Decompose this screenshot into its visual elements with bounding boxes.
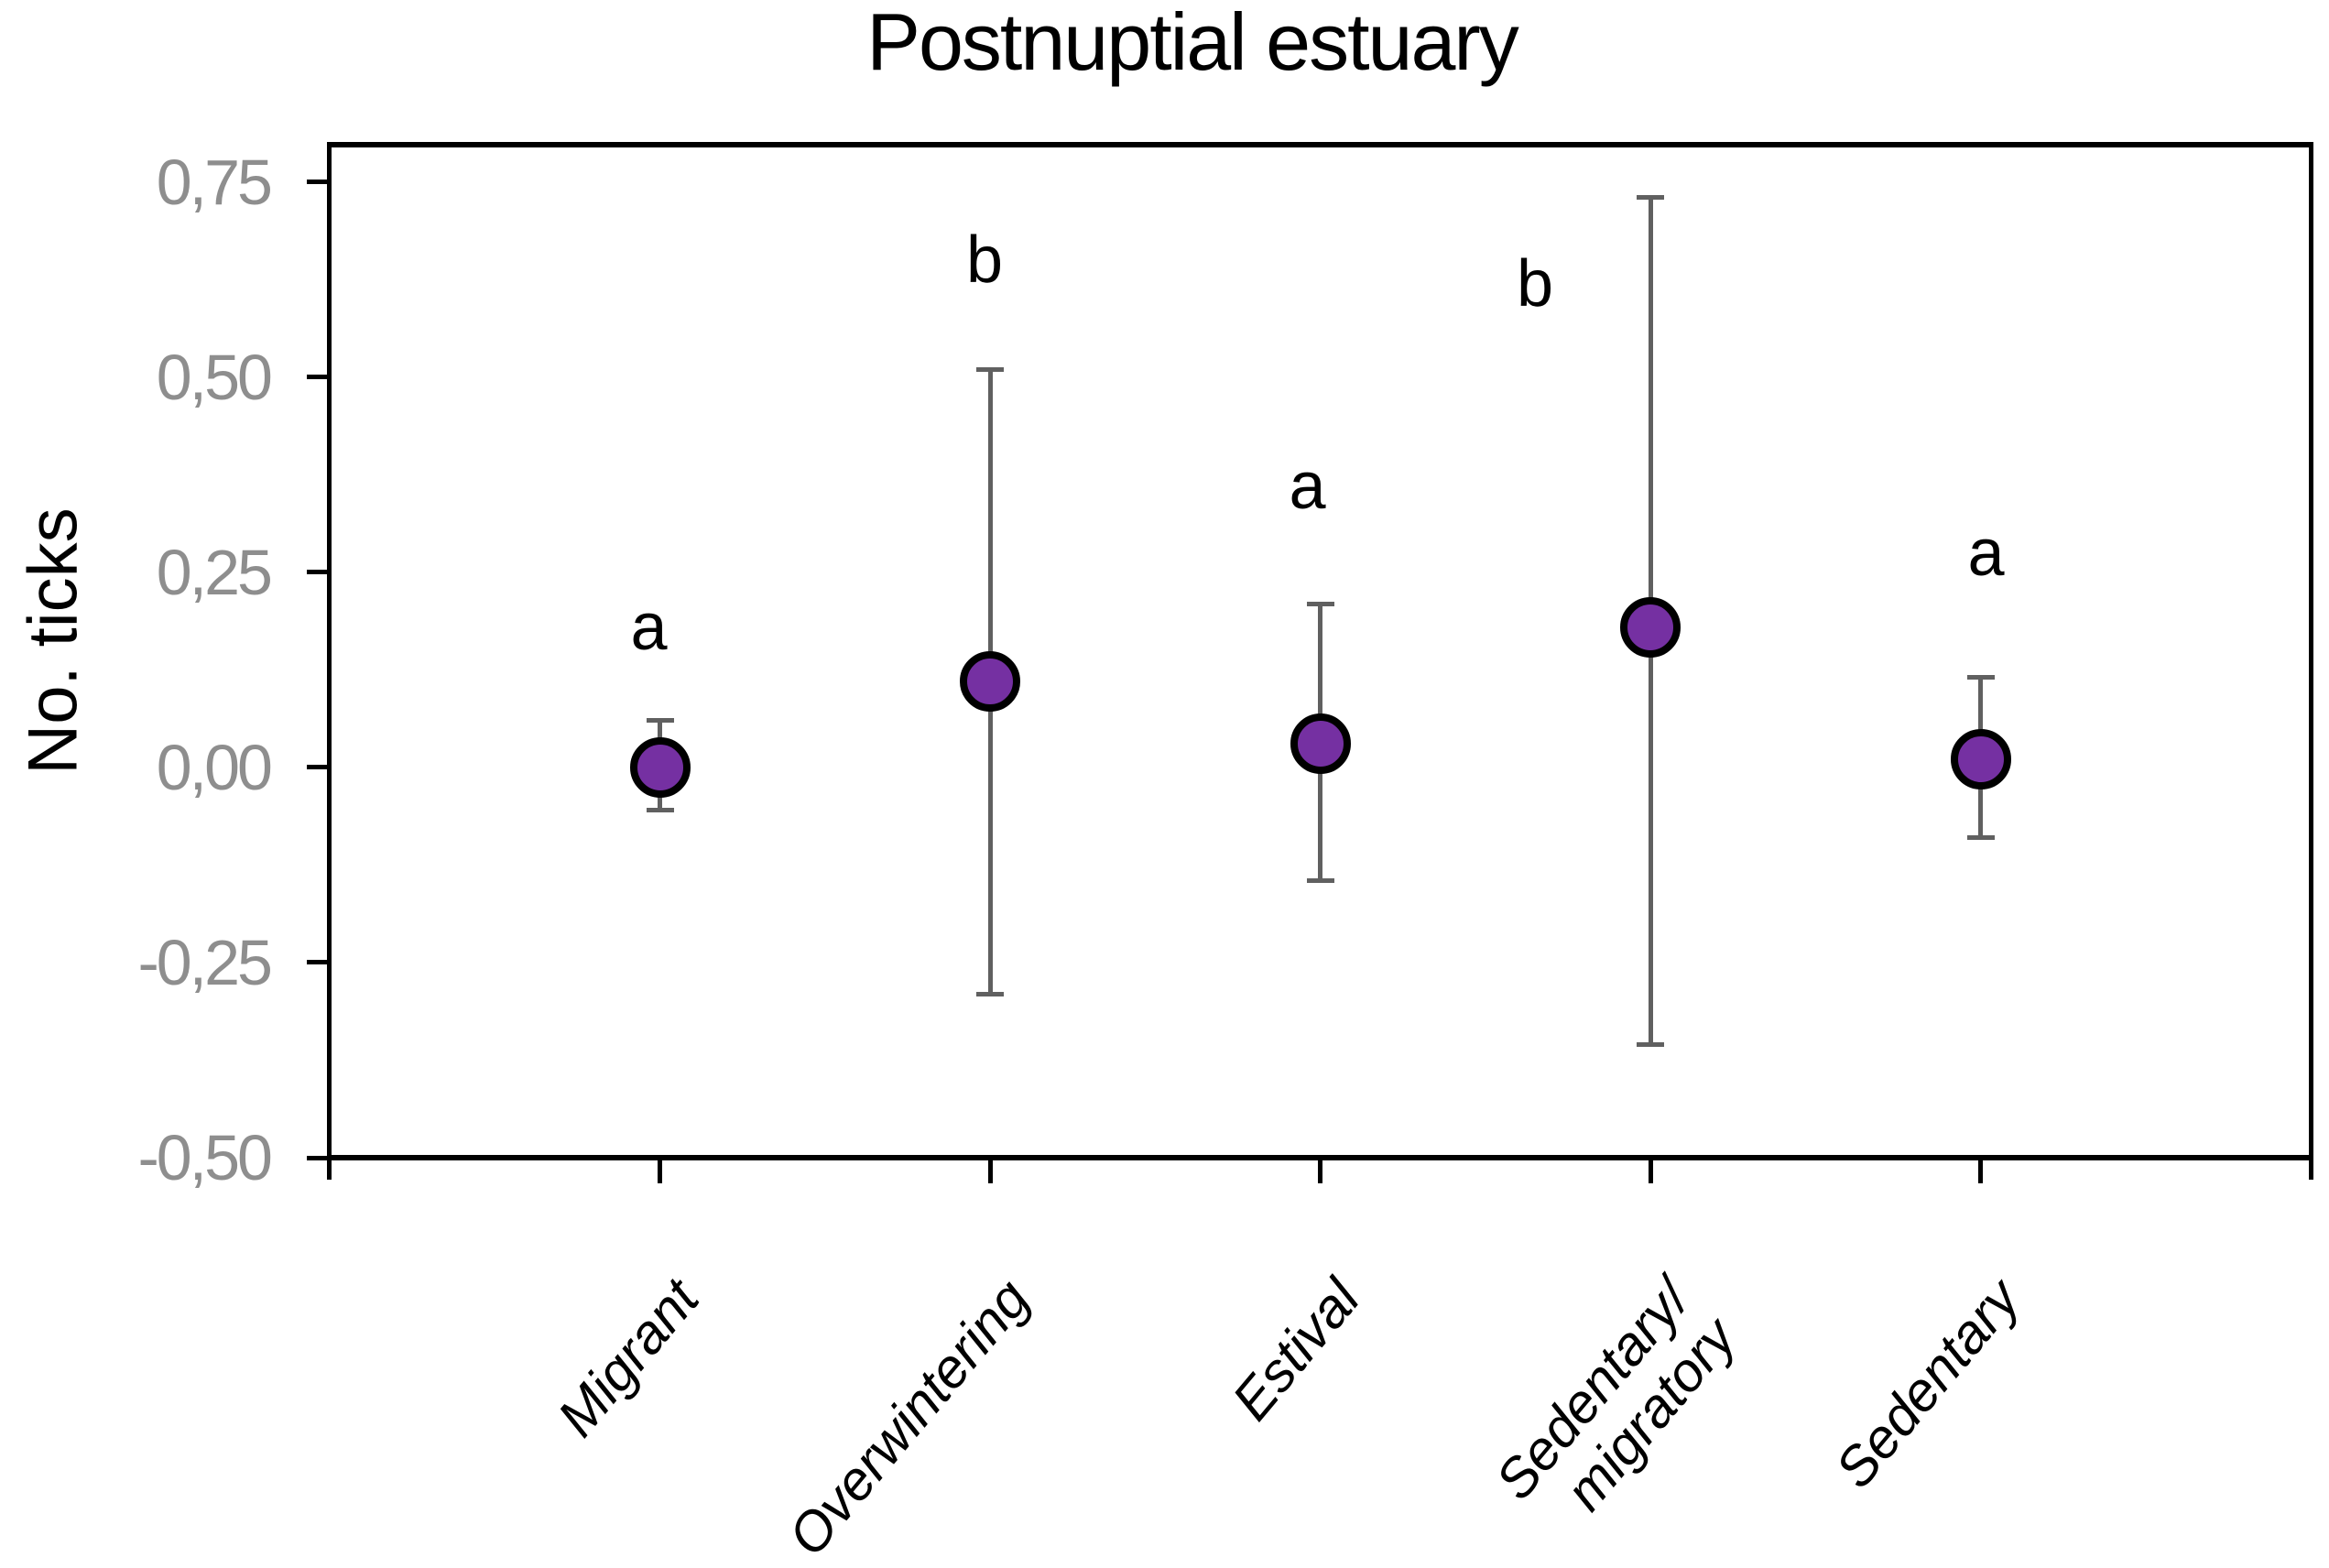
x-tick-mark <box>1978 1160 1983 1183</box>
x-tick-mark <box>658 1160 662 1183</box>
data-point-marker <box>1620 596 1681 658</box>
y-tick-label: -0,50 <box>137 1122 273 1193</box>
error-bar-cap-top <box>646 718 674 724</box>
y-tick-label: 0,00 <box>156 731 273 803</box>
significance-letter: a <box>1967 516 2005 590</box>
significance-letter: b <box>1516 246 1554 321</box>
error-bar-cap-bottom <box>1966 835 1995 841</box>
error-bar-cap-bottom <box>1306 878 1334 883</box>
error-bar-cap-bottom <box>976 991 1004 996</box>
x-category-label: Estival <box>1220 1268 1372 1432</box>
plot-border-bottom <box>327 1155 2313 1160</box>
y-tick-label: 0,25 <box>156 536 273 608</box>
x-tick-mark <box>1318 1160 1322 1183</box>
error-bar-cap-top <box>1306 601 1334 606</box>
plot-border-top <box>327 142 2313 147</box>
y-tick-label: -0,25 <box>137 926 273 998</box>
data-point-marker <box>960 651 1020 713</box>
x-category-label: Overwintering <box>776 1268 1041 1567</box>
error-bar-cap-bottom <box>646 808 674 813</box>
chart-title: Postnuptial estuary <box>866 0 1518 87</box>
y-tick-label: 0,50 <box>156 341 273 413</box>
x-tick-mark <box>987 1160 993 1183</box>
y-tick-mark <box>307 765 329 770</box>
y-tick-mark <box>307 570 329 575</box>
data-point-marker <box>1950 729 2011 790</box>
x-category-label: Sedentary/migratory <box>1483 1268 1748 1522</box>
plot-border-right <box>2309 145 2313 1180</box>
data-point-marker <box>629 736 691 798</box>
plot-border-left <box>327 145 332 1180</box>
significance-letter: a <box>1289 450 1326 524</box>
y-tick-mark <box>307 180 329 185</box>
x-category-label: Sedentary <box>1823 1268 2032 1499</box>
error-bar-cap-top <box>1966 675 1995 681</box>
data-point-marker <box>1290 713 1351 775</box>
error-bar-cap-top <box>976 366 1004 372</box>
y-tick-mark <box>307 1155 329 1160</box>
x-tick-mark <box>1648 1160 1653 1183</box>
y-tick-mark <box>307 960 329 965</box>
y-tick-mark <box>307 375 329 380</box>
x-category-label: Migrant <box>546 1268 712 1448</box>
error-bar-cap-bottom <box>1637 1041 1664 1047</box>
significance-letter: b <box>965 223 1004 298</box>
error-bar-cap-top <box>1637 195 1664 201</box>
y-tick-label: 0,75 <box>156 146 273 218</box>
significance-letter: a <box>630 590 668 664</box>
